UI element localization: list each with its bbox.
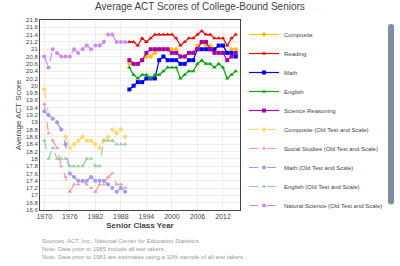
- svg-text:1988: 1988: [113, 213, 129, 220]
- svg-text:1976: 1976: [62, 213, 78, 220]
- svg-text:Note: Data prior to 1981 are e: Note: Data prior to 1981 are estimates u…: [42, 254, 245, 260]
- svg-text:1970: 1970: [36, 213, 52, 220]
- svg-text:17.4: 17.4: [26, 178, 38, 184]
- svg-text:Social Studies (Old Test and S: Social Studies (Old Test and Scale): [284, 146, 378, 152]
- svg-text:20: 20: [31, 83, 38, 89]
- svg-text:18: 18: [31, 156, 38, 162]
- svg-text:18.6: 18.6: [26, 134, 38, 140]
- svg-text:19.2: 19.2: [26, 112, 38, 118]
- svg-text:19: 19: [31, 119, 38, 125]
- svg-text:Natural Science (Old Test and: Natural Science (Old Test and Scale): [284, 203, 382, 209]
- svg-text:20.4: 20.4: [26, 68, 38, 74]
- svg-text:Average ACT Score: Average ACT Score: [14, 79, 23, 150]
- svg-text:Sources: ACT, Inc.; National C: Sources: ACT, Inc.; National Center for …: [42, 238, 199, 244]
- svg-text:Reading: Reading: [284, 51, 306, 57]
- svg-text:2012: 2012: [215, 213, 231, 220]
- svg-text:21.4: 21.4: [26, 32, 38, 38]
- svg-text:20.8: 20.8: [26, 54, 38, 60]
- svg-text:21: 21: [31, 46, 38, 52]
- svg-text:18.2: 18.2: [26, 149, 38, 155]
- svg-text:20.6: 20.6: [26, 61, 38, 67]
- svg-text:Average ACT Scores of College-: Average ACT Scores of College-Bound Seni…: [95, 1, 305, 12]
- svg-text:Math: Math: [284, 70, 297, 76]
- svg-text:Senior Class Year: Senior Class Year: [106, 221, 173, 230]
- svg-text:2006: 2006: [190, 213, 206, 220]
- svg-text:20.2: 20.2: [26, 76, 38, 82]
- svg-text:16.8: 16.8: [26, 200, 38, 206]
- svg-text:21.6: 21.6: [26, 24, 38, 30]
- svg-text:21.2: 21.2: [26, 39, 38, 45]
- svg-text:Science Reasoning: Science Reasoning: [284, 108, 336, 114]
- svg-text:Math (Old Test and Scale): Math (Old Test and Scale): [284, 165, 353, 171]
- svg-text:17: 17: [31, 192, 38, 198]
- svg-text:17.2: 17.2: [26, 185, 38, 191]
- svg-text:21.8: 21.8: [26, 17, 38, 23]
- svg-text:17.6: 17.6: [26, 171, 38, 177]
- svg-text:1982: 1982: [88, 213, 104, 220]
- svg-text:18.4: 18.4: [26, 141, 38, 147]
- svg-text:2000: 2000: [164, 213, 180, 220]
- svg-text:English (Old Test and Scale): English (Old Test and Scale): [284, 184, 360, 190]
- svg-text:19.8: 19.8: [26, 90, 38, 96]
- svg-text:Note: Data prior to 1985 inclu: Note: Data prior to 1985 include all tes…: [42, 246, 166, 252]
- svg-text:17.8: 17.8: [26, 163, 38, 169]
- svg-text:19.6: 19.6: [26, 97, 38, 103]
- svg-text:Composite: Composite: [284, 32, 313, 38]
- svg-text:18.8: 18.8: [26, 127, 38, 133]
- svg-text:English: English: [284, 89, 304, 95]
- svg-text:1994: 1994: [139, 213, 155, 220]
- svg-text:19.4: 19.4: [26, 105, 38, 111]
- svg-text:Composite (Old Test and Scale): Composite (Old Test and Scale): [284, 127, 369, 133]
- svg-text:16.6: 16.6: [26, 207, 38, 213]
